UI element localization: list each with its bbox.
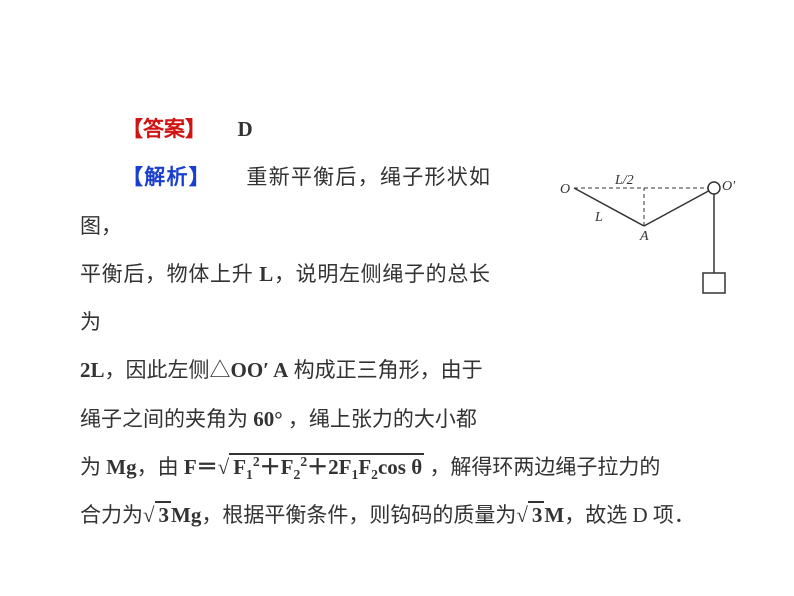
var-M: M [544, 503, 564, 527]
svg-text:O: O [560, 182, 570, 197]
var-L: L [259, 262, 273, 286]
text: 构成正三角形，由于 [288, 358, 482, 382]
var-Mg: Mg [106, 455, 136, 479]
text: 绳子之间的夹角为 [80, 407, 253, 431]
analysis-line-6: 合力为√3Mg，根据平衡条件，则钩码的质量为√3M，故选 D 项． [80, 491, 720, 539]
var-Mg2: Mg [171, 503, 201, 527]
svg-text:A: A [639, 229, 649, 244]
analysis-line-4: 绳子之间的夹角为 60° ，绳上张力的大小都 [80, 395, 490, 443]
physics-diagram: O O′ A L L/2 [554, 168, 754, 308]
text: ，因此左侧△ [105, 358, 231, 382]
svg-text:L/2: L/2 [614, 173, 634, 188]
text: ，解得环两边绳子拉力的 [424, 455, 660, 479]
formula-F: F＝ [184, 455, 218, 479]
analysis-line-5: 为 Mg，由 F＝√F12＋F22＋2F1F2cos θ ，解得环两边绳子拉力的 [80, 443, 720, 491]
analysis-line-1: 【解析】 重新平衡后，绳子形状如图， [80, 153, 490, 250]
var-angle: 60° [253, 407, 282, 431]
text: 为 [80, 455, 106, 479]
text: 平衡后，物体上升 [80, 262, 259, 286]
sqrt-icon: √ [143, 503, 155, 527]
svg-text:O′: O′ [722, 179, 736, 194]
text: ，根据平衡条件，则钩码的质量为 [201, 503, 516, 527]
text: ，绳上张力的大小都 [283, 407, 477, 431]
analysis-label: 【解析】 [122, 165, 211, 189]
analysis-line-3: 2L，因此左侧△OO′ A 构成正三角形，由于 [80, 346, 490, 394]
var-2L: 2L [80, 358, 105, 382]
answer-label: 【答案】 [122, 117, 206, 141]
text: ，故选 D 项． [564, 503, 695, 527]
sqrt-icon: √ [218, 455, 230, 479]
root3b: 3 [528, 501, 545, 527]
var-ooa: OO′ A [231, 358, 289, 382]
text: ，由 [137, 455, 184, 479]
answer-line: 【答案】 D [80, 105, 720, 153]
analysis-line-2: 平衡后，物体上升 L，说明左侧绳子的总长为 [80, 250, 490, 347]
text: 合力为 [80, 503, 143, 527]
sqrt-icon: √ [516, 503, 528, 527]
root3: 3 [155, 501, 172, 527]
svg-text:L: L [594, 210, 603, 225]
sqrt-content: F12＋F22＋2F1F2cos θ [229, 453, 424, 479]
answer-value: D [238, 117, 253, 141]
